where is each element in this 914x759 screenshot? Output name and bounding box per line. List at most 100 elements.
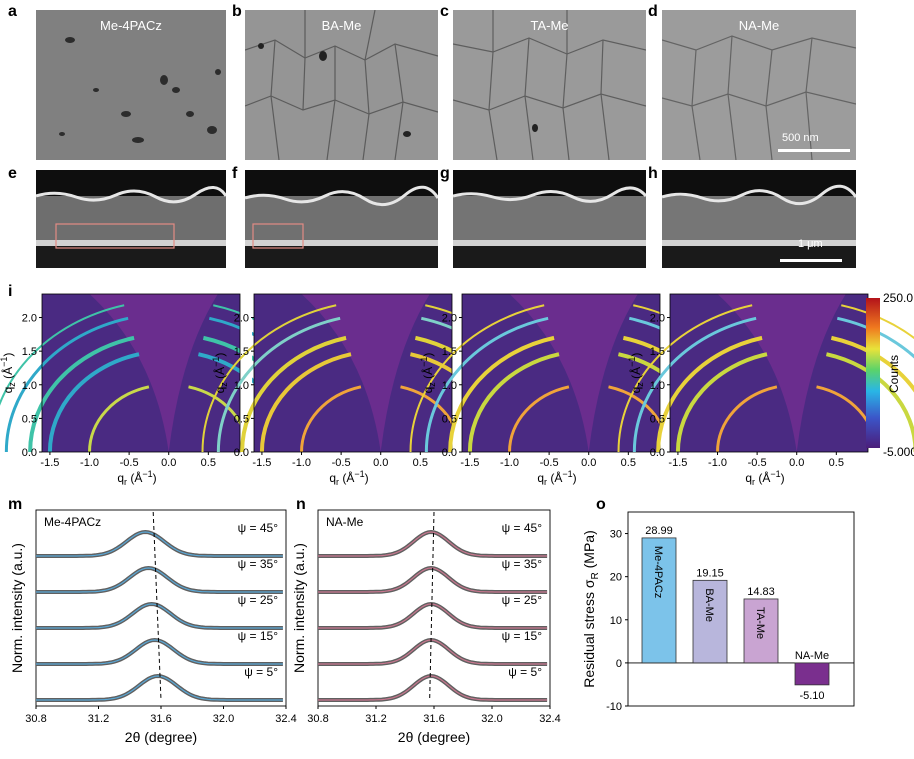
bar-category-label: TA-Me (754, 607, 766, 639)
xrd-xlabel: 2θ (degree) (125, 729, 197, 745)
giwaxs-xtick-label: 0.5 (413, 457, 428, 469)
panel-label-a: a (8, 3, 17, 20)
xrd-xtick-label: 32.0 (481, 713, 502, 725)
panel-label-n: n (296, 496, 306, 513)
psi-label: ψ = 45° (502, 521, 543, 535)
giwaxs-ring-left-1 (675, 352, 768, 453)
xrd-sample-label: Me-4PACz (44, 515, 101, 529)
giwaxs-clip-top (462, 284, 660, 294)
giwaxs-xtick-label: -1.0 (708, 457, 727, 469)
xrd-data-curve (36, 529, 283, 558)
giwaxs-ring-left-1 (47, 352, 140, 453)
giwaxs-ytick-label: 2.0 (22, 313, 37, 325)
bar-ytick-label: 20 (610, 572, 622, 584)
psi-label: ψ = 15° (502, 629, 543, 643)
bar-value-label: -5.10 (799, 690, 824, 702)
bar-ba-me (692, 579, 728, 664)
xrd-fit-curve (36, 567, 283, 593)
panel-label-g: g (440, 165, 450, 182)
sem-cross-ba-me (245, 170, 438, 268)
giwaxs-ring-left-3 (424, 316, 549, 453)
sem-texture (245, 10, 438, 160)
xrd-fit-curve (36, 639, 283, 665)
xrd-fit-curve (36, 603, 283, 629)
giwaxs-ytick-label: 0.0 (234, 447, 249, 459)
giwaxs-ytick-label: 1.0 (650, 380, 665, 392)
giwaxs-ring-left-2 (656, 335, 763, 453)
giwaxs-frame (41, 293, 241, 453)
giwaxs-xtick-label: -1.5 (40, 457, 59, 469)
giwaxs-xtick-label: 0.0 (373, 457, 388, 469)
sem-texture (662, 10, 856, 160)
giwaxs-ring-left-3 (216, 316, 341, 453)
giwaxs-ylabel: qz (Å−1) (0, 353, 17, 394)
xrd-xtick-label: 30.8 (307, 713, 328, 725)
giwaxs-ring-left-1 (467, 352, 560, 453)
giwaxs-ytick-label: 1.0 (442, 380, 457, 392)
sem-cross-na-me: 1 μm (662, 170, 856, 268)
sem-label-na-me: NA-Me (738, 18, 780, 33)
bar-value-label: 28.99 (645, 525, 673, 537)
xrd-fit-curve (36, 531, 283, 557)
giwaxs-ring-left-4 (409, 304, 545, 453)
giwaxs-ring-left-3 (632, 316, 757, 453)
panel-label-m: m (8, 496, 23, 513)
xrd-data-curve (36, 601, 283, 630)
giwaxs-ytick-label: 1.5 (22, 346, 37, 358)
scalebar-1um-label: 1 μm (798, 238, 823, 250)
bar-ta-me (743, 598, 779, 664)
giwaxs-ring-left-2 (28, 335, 135, 453)
giwaxs-ytick-label: 1.0 (22, 380, 37, 392)
giwaxs-ring-left-0 (716, 385, 778, 453)
psi-label: ψ = 25° (238, 593, 279, 607)
giwaxs-ring-left-2 (448, 335, 555, 453)
xrd-data-curve (318, 673, 548, 702)
giwaxs-xlabel: qr (Å−1) (537, 469, 576, 487)
xrd-panel-0: Me-4PACz ψ = 45° ψ = 35° ψ = 25° ψ = 15° ψ = … (9, 509, 297, 745)
xrd-xtick-label: 32.4 (275, 713, 296, 725)
bar-value-label: 19.15 (696, 567, 724, 579)
giwaxs-ring-left-0 (88, 385, 150, 453)
sem-cross-me-4pacz (36, 170, 226, 268)
xrd-data-curve (36, 673, 283, 702)
giwaxs-xtick-label: 0.0 (161, 457, 176, 469)
giwaxs-ytick-label: 0.0 (22, 447, 37, 459)
xrd-fit-curve (318, 603, 548, 629)
bar-category-label: Me-4PACz (652, 546, 664, 598)
xrd-xlabel: 2θ (degree) (398, 729, 470, 745)
giwaxs-ytick-label: 0.0 (442, 447, 457, 459)
scalebar-1um (780, 259, 842, 262)
panel-label-c: c (440, 3, 449, 20)
giwaxs-ylabel: qz (Å−1) (211, 353, 229, 394)
sem-topview-na-me: NA-Me 500 nm (662, 10, 856, 160)
giwaxs-figure: -1.5 -1.0 -0.5 0.0 0.5 0.0 0.5 1.0 1.5 2.0 qr (Å−1… (0, 284, 914, 487)
xrd-ylabel: Norm. intensity (a.u.) (291, 543, 307, 673)
xrd-panel-1: NA-Me ψ = 45° ψ = 35° ψ = 25° ψ = 15° ψ = 5° 3… (291, 509, 561, 745)
panel-label-h: h (648, 165, 658, 182)
giwaxs-xtick-label: -1.0 (500, 457, 519, 469)
giwaxs-ring-left-4 (201, 304, 337, 453)
xrd-xtick-label: 31.6 (150, 713, 171, 725)
xrd-ylabel: Norm. intensity (a.u.) (9, 543, 25, 673)
bar-category-label: NA-Me (795, 650, 829, 662)
scalebar-500nm (778, 149, 850, 152)
bar-ylabel: Residual stress σR (MPa) (581, 530, 601, 687)
giwaxs-ytick-label: 1.0 (234, 380, 249, 392)
giwaxs-ytick-label: 1.5 (442, 346, 457, 358)
scalebar-500nm-label: 500 nm (782, 132, 819, 144)
colorbar-min: -5.000 (883, 445, 914, 459)
xrd-xtick-label: 32.4 (539, 713, 560, 725)
sem-texture (453, 10, 646, 160)
psi-label: ψ = 35° (238, 557, 279, 571)
giwaxs-panel-1: -1.5 -1.0 -0.5 0.0 0.5 0.0 0.5 1.0 1.5 2.0 qr (Å−1… (201, 284, 560, 487)
xrd-data-curve (318, 601, 548, 630)
giwaxs-xlabel: qr (Å−1) (329, 469, 368, 487)
panel-label-b: b (232, 3, 242, 20)
xrd-peak-guide (429, 511, 435, 701)
bar-frame (627, 511, 855, 707)
sem-label-me-4pacz: Me-4PACz (100, 18, 162, 33)
giwaxs-ytick-label: 0.5 (650, 413, 665, 425)
giwaxs-xtick-label: -0.5 (540, 457, 559, 469)
giwaxs-ytick-label: 2.0 (442, 313, 457, 325)
sem-cross-ta-me (453, 170, 646, 268)
